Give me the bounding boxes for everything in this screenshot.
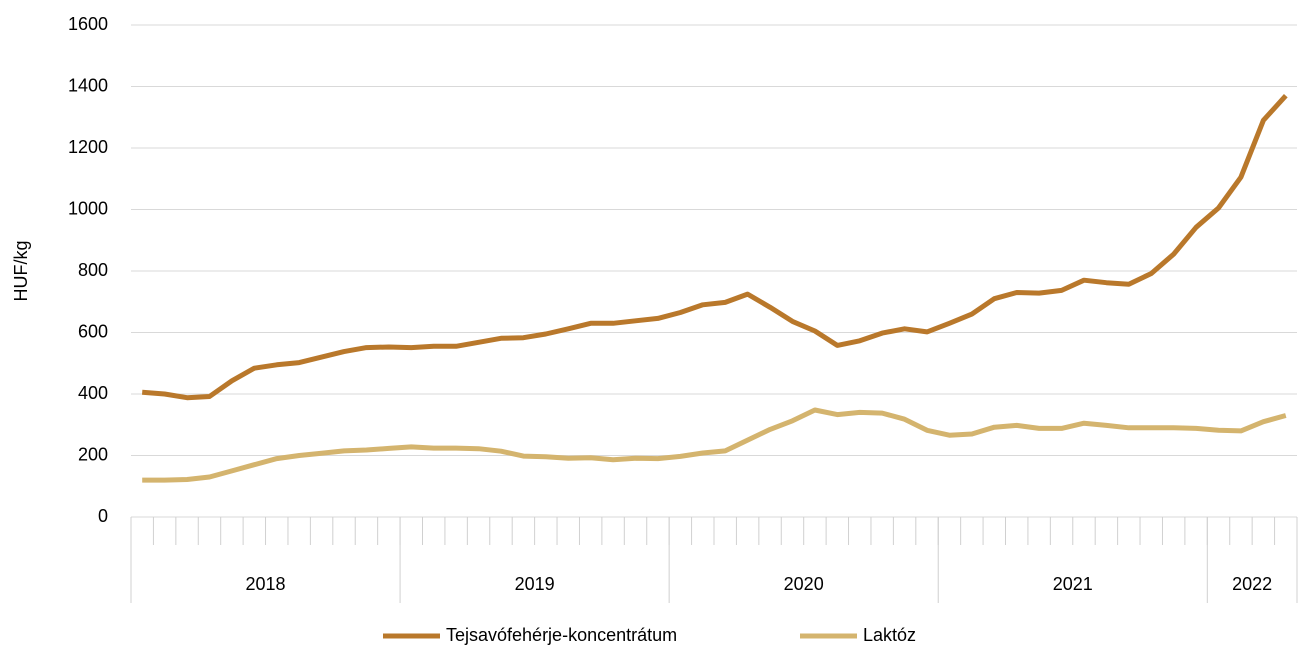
y-tick-label: 1400 [68,75,108,95]
year-label: 2019 [515,574,555,594]
y-tick-label: 1000 [68,198,108,218]
y-tick-label: 1600 [68,14,108,34]
y-tick-label: 400 [78,383,108,403]
series-line [141,94,1288,401]
y-tick-label: 1200 [68,137,108,157]
year-label: 2020 [784,574,824,594]
legend-label: Laktóz [863,625,916,645]
y-tick-label: 200 [78,444,108,464]
legend-label: Tejsavófehérje-koncentrátum [446,625,677,645]
year-label: 2022 [1232,574,1272,594]
y-tick-label: 800 [78,260,108,280]
year-label: 2018 [246,574,286,594]
series-line [142,407,1287,483]
year-label: 2021 [1053,574,1093,594]
y-axis-label: HUF/kg [11,240,31,301]
y-tick-label: 600 [78,321,108,341]
y-tick-label: 0 [98,506,108,526]
